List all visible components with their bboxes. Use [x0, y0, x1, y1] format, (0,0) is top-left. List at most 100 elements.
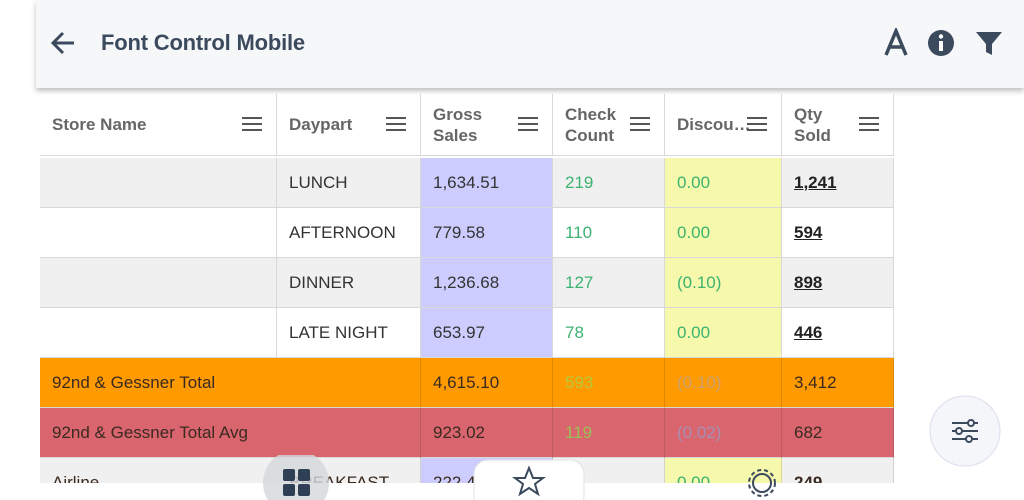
favorites-tab[interactable] [512, 465, 546, 497]
settings-fab[interactable] [928, 394, 1004, 470]
column-header-label: Discou… [677, 115, 751, 134]
grid-tab[interactable] [283, 469, 310, 496]
back-button[interactable] [50, 30, 76, 56]
grid-cell [277, 358, 421, 408]
column-header-label: Store Name [52, 115, 147, 134]
cell-text: 92nd & Gessner Total Avg [52, 422, 248, 442]
grid-cell: 0.00 [665, 208, 782, 258]
cell-text: 1,634.51 [433, 172, 500, 192]
cell-text[interactable]: 898 [794, 272, 823, 292]
grid-cell: LUNCH [277, 158, 421, 208]
grid-cell: 0.00 [665, 158, 782, 208]
column-header[interactable]: Daypart [277, 94, 421, 156]
column-header[interactable]: Store Name [40, 94, 277, 156]
cell-text: 682 [794, 422, 823, 442]
grid-cell [40, 308, 277, 358]
cell-text: 593 [565, 372, 594, 392]
cell-text[interactable]: 446 [794, 322, 823, 342]
cell-text: 92nd & Gessner Total [52, 372, 216, 392]
grid-cell: 249 [782, 458, 894, 483]
grid-cell: 0.00 [665, 308, 782, 358]
column-header[interactable]: Discou… [665, 94, 782, 156]
cell-text: Airline [52, 472, 100, 484]
cell-text: 249 [794, 472, 823, 484]
cell-text: 119 [565, 422, 593, 442]
cell-text: BREAKFAST [289, 472, 390, 484]
filter-button[interactable] [976, 32, 1002, 55]
column-menu [747, 117, 767, 131]
grid-cell: 110 [553, 208, 665, 258]
grid-cell [40, 158, 277, 208]
cell-text: 78 [565, 322, 584, 342]
grid-cell: 593 [553, 358, 665, 408]
cell-text[interactable]: 594 [794, 222, 823, 242]
grid-cell: AFTERNOON [277, 208, 421, 258]
grid-cell: 1,241 [782, 158, 894, 208]
cell-text: 4,615.10 [433, 372, 500, 392]
cell-text: 0.00 [677, 322, 711, 342]
column-menu [518, 117, 538, 131]
column-header[interactable]: Qty Sold [782, 94, 894, 156]
grid-cell: 127 [553, 258, 665, 308]
cell-text: LATE NIGHT [289, 322, 388, 342]
grid-cell: 898 [782, 258, 894, 308]
grid-cell: 923.02 [421, 408, 553, 458]
bottom-nav [263, 455, 776, 500]
cell-text: 1,236.68 [433, 272, 500, 292]
column-header[interactable]: Gross Sales [421, 94, 553, 156]
grid-cell: 119 [553, 408, 665, 458]
font-button[interactable] [884, 28, 908, 56]
grid-cell: 3,412 [782, 358, 894, 408]
grid-cell: 0.00 [665, 458, 782, 483]
settings-tab[interactable] [752, 473, 772, 493]
data-grid: Store Name Daypart Gross Sales Check Count D… [40, 94, 896, 483]
grid-cell: LATE NIGHT [277, 308, 421, 358]
grid-cell: 1,634.51 [421, 158, 553, 208]
cell-text: 923.02 [433, 422, 485, 442]
grid-cell: Airline [40, 458, 277, 483]
grid-cell: 446 [782, 308, 894, 358]
cell-text: 222.4 [433, 472, 476, 484]
grid-cell: 1,236.68 [421, 258, 553, 308]
grid-cell [40, 258, 277, 308]
grid-cell: (0.02) [665, 408, 782, 458]
grid-cell [277, 408, 421, 458]
column-menu [859, 117, 879, 131]
grid-cell: 78 [553, 308, 665, 358]
cell-text: 110 [565, 222, 593, 242]
cell-text: 0.00 [677, 472, 711, 484]
grid-cell: 682 [782, 408, 894, 458]
column-header-label: Check Count [565, 104, 617, 145]
cell-text: (0.02) [677, 422, 722, 442]
grid-cell: 653.97 [421, 308, 553, 358]
cell-text: DINNER [289, 272, 355, 292]
column-header-label: Qty Sold [794, 104, 831, 145]
grid-cell: (0.10) [665, 358, 782, 408]
column-header-label: Gross Sales [433, 104, 483, 145]
column-menu [242, 117, 262, 131]
cell-text: 0.00 [677, 222, 711, 242]
grid-cell: DINNER [277, 258, 421, 308]
column-header[interactable]: Check Count [553, 94, 665, 156]
cell-text: 127 [565, 272, 594, 292]
grid-cell: 92nd & Gessner Total [40, 358, 277, 408]
cell-text: 3,412 [794, 372, 837, 392]
cell-text[interactable]: 1,241 [794, 172, 837, 192]
cell-text: 0.00 [677, 172, 711, 192]
cell-text: 779.58 [433, 222, 485, 242]
grid-cell: (0.10) [665, 258, 782, 308]
grid-cell: 4,615.10 [421, 358, 553, 408]
app-bar: Font Control Mobile [36, 0, 1024, 88]
cell-text: LUNCH [289, 172, 348, 192]
cell-text: AFTERNOON [289, 222, 396, 242]
grid-cell [40, 208, 277, 258]
column-menu [630, 117, 650, 131]
title: Font Control Mobile [101, 30, 305, 55]
grid-cell: 92nd & Gessner Total Avg [40, 408, 277, 458]
toolbar-icons [884, 28, 1002, 56]
cell-text: 219 [565, 172, 594, 192]
grid-cell: 219 [553, 158, 665, 208]
grid-cell: 779.58 [421, 208, 553, 258]
grid-cell: 594 [782, 208, 894, 258]
